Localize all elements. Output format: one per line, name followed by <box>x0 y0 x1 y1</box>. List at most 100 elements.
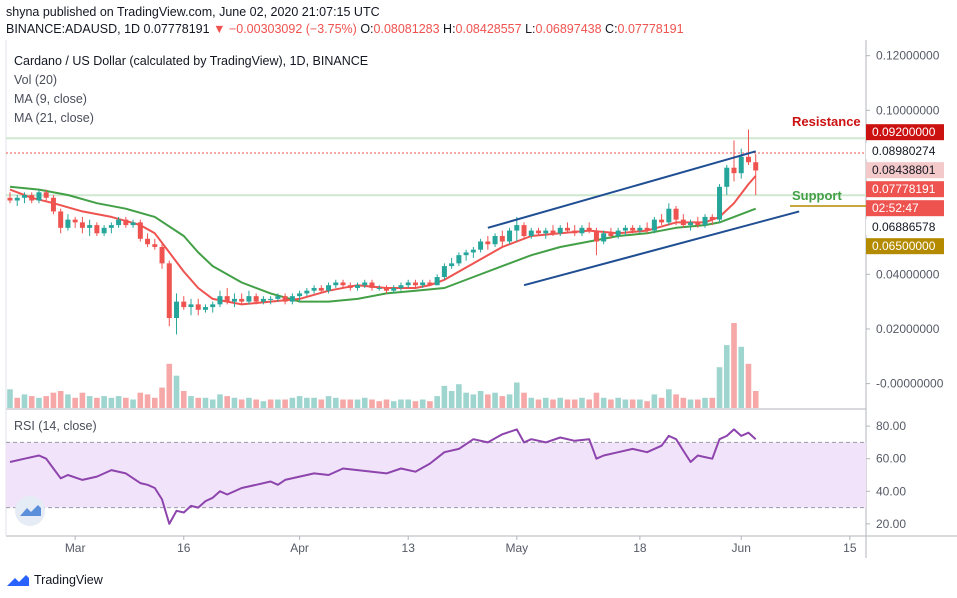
volume-bar <box>390 401 397 408</box>
volume-bar <box>666 389 672 408</box>
volume-bar <box>275 399 281 408</box>
volume-bar <box>470 394 477 408</box>
candle-body <box>29 195 35 201</box>
candle-body <box>637 227 643 231</box>
close-value: 0.07778191 <box>617 22 684 36</box>
volume-bar <box>673 394 679 408</box>
candle-body <box>260 298 266 302</box>
volume-bar <box>651 394 658 408</box>
candle-body <box>275 296 281 299</box>
candle-body <box>130 222 136 226</box>
volume-bar <box>658 397 665 408</box>
candle-body <box>492 236 498 245</box>
candle-body <box>659 219 665 223</box>
legend-ma9[interactable]: MA (9, close) <box>14 92 87 106</box>
volume-bar <box>485 394 491 408</box>
x-tick-label: May <box>505 541 528 555</box>
price-label-text: 0.08438801 <box>872 163 936 177</box>
candle-body <box>420 282 426 286</box>
legend-volume[interactable]: Vol (20) <box>14 73 58 87</box>
volume-bar <box>586 399 592 408</box>
volume-bar <box>159 387 165 408</box>
volume-bar <box>745 363 752 408</box>
y-tick-label: 0.04000000 <box>876 267 940 281</box>
volume-bar <box>108 397 115 408</box>
candle-body <box>427 282 433 286</box>
candle-body <box>224 296 230 302</box>
candle-body <box>738 156 744 174</box>
footer-brand[interactable]: TradingView <box>6 571 103 589</box>
volume-bar <box>231 397 238 408</box>
volume-bar <box>253 399 259 408</box>
volume-bar <box>593 392 600 408</box>
candle-body <box>680 219 686 226</box>
candle-body <box>564 227 570 231</box>
candle-body <box>304 290 310 294</box>
volume-bar <box>492 392 498 408</box>
candle-body <box>709 216 715 220</box>
volume-bar <box>115 396 122 408</box>
resistance-label: Resistance <box>792 114 861 129</box>
volume-bar <box>289 397 296 408</box>
volume-bar <box>579 397 585 408</box>
volume-bar <box>716 367 723 408</box>
candle-body <box>43 192 49 198</box>
candle-body <box>702 216 708 226</box>
candle-body <box>586 227 592 231</box>
candle-body <box>543 230 549 234</box>
volume-bar <box>441 385 448 408</box>
price-label-box <box>866 200 944 217</box>
candle-body <box>289 296 295 302</box>
watermark-mark-icon <box>20 505 41 516</box>
volume-bar <box>238 399 245 408</box>
channel-lower-line <box>523 210 800 287</box>
volume-bar <box>36 397 42 408</box>
volume-bar <box>224 396 230 408</box>
legend-ma21[interactable]: MA (21, close) <box>14 111 94 125</box>
volume-bar <box>419 399 426 408</box>
y-tick-label: 0.02000000 <box>876 322 940 336</box>
candle-body <box>615 230 621 237</box>
brand-name: TradingView <box>34 573 103 587</box>
candle-body <box>123 219 129 226</box>
x-tick-label: Jun <box>732 541 751 555</box>
rsi-tick-label: 20.00 <box>876 517 906 531</box>
volume-bar <box>152 397 158 408</box>
candle-body <box>695 222 701 226</box>
open-value: 0.08081283 <box>373 22 440 36</box>
volume-bar <box>260 401 267 408</box>
candle-body <box>463 252 469 256</box>
candle-body <box>572 230 578 234</box>
volume-bar <box>550 399 556 408</box>
volume-bar <box>101 396 107 408</box>
candle-body <box>470 249 476 253</box>
volume-bar <box>354 399 361 408</box>
volume-bar <box>14 397 21 408</box>
volume-bar <box>615 397 621 408</box>
volume-bar <box>65 394 71 408</box>
candle-body <box>412 282 418 286</box>
volume-bar <box>629 399 636 408</box>
candle-body <box>210 304 216 308</box>
volume-bar <box>557 397 564 408</box>
candle-body <box>507 230 513 242</box>
candle-body <box>79 222 85 228</box>
price-label-box <box>866 219 944 236</box>
candle-body <box>622 227 628 231</box>
volume-bar <box>7 389 13 408</box>
x-tick-label: 16 <box>177 541 191 555</box>
ohlc-line: BINANCE:ADAUSD, 1D 0.07778191 ▼ −0.00303… <box>6 22 684 36</box>
candle-body <box>268 298 274 300</box>
tradingview-logo-icon <box>7 575 29 586</box>
candle-body <box>202 307 208 310</box>
candle-body <box>340 282 346 286</box>
candle-body <box>644 227 650 231</box>
candle-body <box>608 233 614 237</box>
candle-body <box>50 197 56 212</box>
volume-bar <box>333 397 339 408</box>
close-label: C: <box>605 22 618 36</box>
candle-body <box>318 287 324 291</box>
volume-bar <box>644 401 650 408</box>
channel-upper-line <box>487 150 756 229</box>
